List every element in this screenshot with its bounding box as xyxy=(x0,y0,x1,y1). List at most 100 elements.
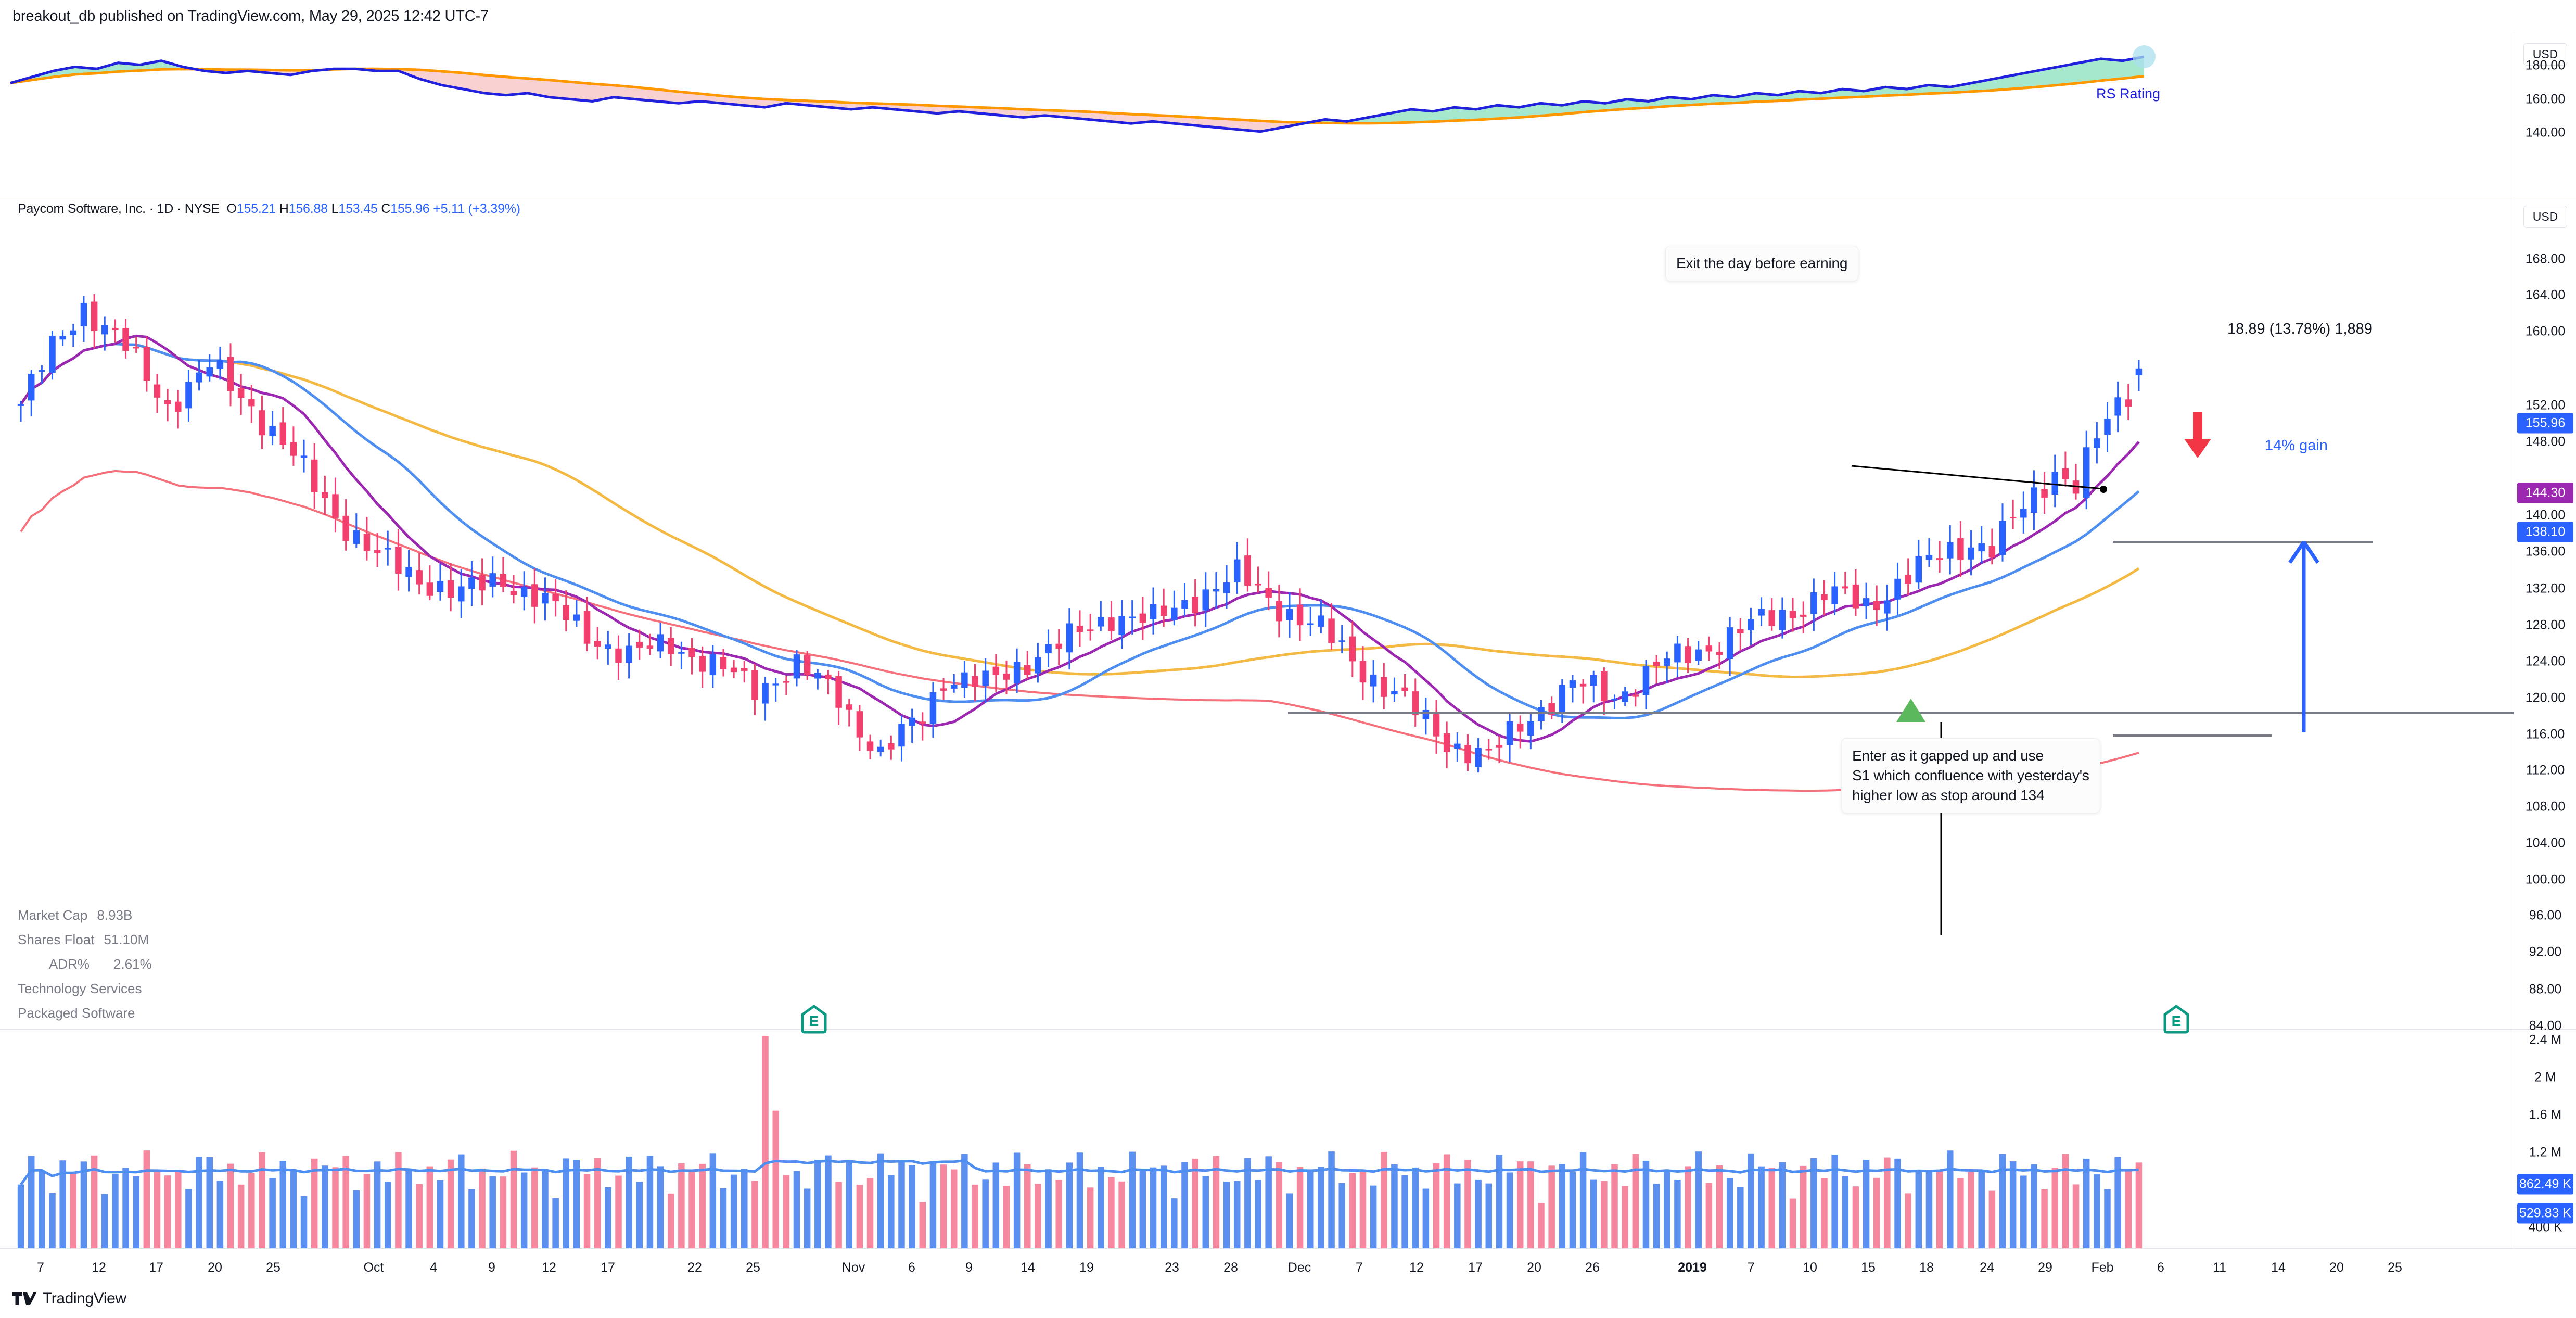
exit-annotation-callout[interactable]: Exit the day before earning xyxy=(1665,246,1859,281)
stats-key: ADR% xyxy=(49,956,90,972)
candle-body xyxy=(2125,399,2132,407)
volume-last-badge[interactable]: 529.83 K xyxy=(2517,1203,2573,1224)
volume-bar xyxy=(1852,1186,1859,1248)
main-axis-tick: 160.00 xyxy=(2525,324,2566,339)
candle-body xyxy=(898,724,905,747)
candle-body xyxy=(1338,640,1345,642)
ma-purple-badge[interactable]: 144.30 xyxy=(2517,483,2573,503)
main-axis-tick: 164.00 xyxy=(2525,287,2566,302)
volume-bar xyxy=(1035,1184,1041,1248)
candle-body xyxy=(919,721,926,724)
legend-high-label: H xyxy=(279,201,289,216)
volume-bar xyxy=(657,1166,664,1248)
entry-annotation-callout[interactable]: Enter as it gapped up and use S1 which c… xyxy=(1841,738,2100,813)
volume-bar xyxy=(2135,1162,2143,1248)
candle-body xyxy=(1076,626,1083,632)
candle-body xyxy=(542,593,549,604)
candle-body xyxy=(1381,677,1387,697)
main-price-axis[interactable]: USD 168.00 164.00 160.00 152.00 148.00 140.00… xyxy=(2514,196,2576,1033)
volume-bar xyxy=(1328,1151,1335,1248)
time-axis-tick: 7 xyxy=(1748,1260,1755,1275)
volume-bar xyxy=(1255,1180,1261,1248)
time-axis-tick: 6 xyxy=(2157,1260,2164,1275)
time-axis[interactable]: 7 12 17 20 25 Oct 4 9 12 17 22 25 Nov 6 9 14 19 23 28 Dec 7 1… xyxy=(0,1248,2576,1286)
volume-bar xyxy=(762,1036,769,1248)
time-axis-tick: 4 xyxy=(430,1260,437,1275)
candle-body xyxy=(563,605,570,620)
candle-body xyxy=(1296,604,1304,626)
legend-interval[interactable]: 1D xyxy=(157,201,174,216)
earnings-marker-icon[interactable]: E xyxy=(2163,1004,2190,1036)
candle-body xyxy=(972,676,978,687)
candle-body xyxy=(1223,582,1230,593)
legend-symbol[interactable]: Paycom Software, Inc. xyxy=(18,201,146,216)
candle-body xyxy=(269,426,276,436)
volume-bar xyxy=(395,1152,402,1248)
candle-body xyxy=(793,654,800,679)
candle-body xyxy=(1705,645,1713,652)
ma-blue-badge[interactable]: 138.10 xyxy=(2517,522,2573,542)
gain-percent-label: 14% gain xyxy=(2265,437,2328,454)
candle-body xyxy=(1328,618,1335,643)
volume-bar xyxy=(772,1110,779,1248)
candle-body xyxy=(311,459,318,492)
volume-bar xyxy=(678,1163,685,1248)
earnings-marker-icon[interactable]: E xyxy=(800,1004,827,1036)
candle-body xyxy=(1035,657,1041,674)
candle-body xyxy=(1685,646,1691,663)
main-axis-tick: 148.00 xyxy=(2525,434,2566,449)
rs-rating-plot xyxy=(10,45,2156,133)
candle-body xyxy=(1307,623,1314,625)
candle-body xyxy=(1401,687,1408,691)
volume-bar xyxy=(227,1163,234,1248)
volume-bar xyxy=(2114,1157,2121,1248)
volume-bar xyxy=(1024,1164,1031,1248)
stats-row: Shares Float 51.10M xyxy=(18,928,152,952)
candle-body xyxy=(122,328,129,351)
candle-body xyxy=(39,370,45,372)
volume-bar xyxy=(1276,1162,1283,1248)
volume-axis-tick: 1.2 M xyxy=(2529,1145,2562,1160)
volume-bar xyxy=(164,1175,171,1248)
candle-body xyxy=(741,668,748,671)
candle-body xyxy=(133,347,139,349)
candle-body xyxy=(196,372,202,383)
volume-bar xyxy=(1160,1165,1167,1248)
rs-rating-price-axis[interactable]: USD 180.00 160.00 140.00 xyxy=(2514,33,2576,196)
volume-bar xyxy=(615,1175,622,1248)
volume-bar xyxy=(2009,1161,2017,1248)
candle-body xyxy=(678,652,685,654)
volume-bar xyxy=(1485,1183,1493,1248)
volume-bar xyxy=(1443,1154,1450,1248)
time-axis-tick: 7 xyxy=(1356,1260,1363,1275)
candle-body xyxy=(2062,468,2069,479)
volume-bar xyxy=(1401,1175,1408,1248)
candle-body xyxy=(1244,555,1251,586)
volume-bar xyxy=(1538,1203,1545,1248)
candle-body xyxy=(1454,743,1461,749)
candle-body xyxy=(1664,658,1670,666)
volume-bar xyxy=(1150,1167,1157,1248)
volume-bar xyxy=(1685,1166,1691,1248)
time-axis-tick: 25 xyxy=(266,1260,280,1275)
candle-body xyxy=(835,676,842,708)
candle-body xyxy=(531,584,538,607)
volume-ma-badge[interactable]: 862.49 K xyxy=(2517,1174,2573,1195)
main-axis-tick: 104.00 xyxy=(2525,835,2566,851)
time-axis-tick: 12 xyxy=(92,1260,106,1275)
volume-bar xyxy=(573,1160,580,1248)
volume-bar xyxy=(175,1170,182,1248)
volume-bar xyxy=(1129,1151,1136,1248)
volume-bar xyxy=(2041,1189,2048,1248)
rs-axis-tick: 140.00 xyxy=(2525,125,2566,140)
candle-body xyxy=(783,681,790,683)
volume-axis[interactable]: 2.4 M2 M1.6 M1.2 M800 K400 K 862.49 K529… xyxy=(2514,1030,2576,1248)
last-price-badge[interactable]: 155.96 xyxy=(2517,413,2573,434)
volume-bar xyxy=(1139,1169,1146,1248)
candle-body xyxy=(1286,609,1293,620)
volume-bar xyxy=(730,1174,737,1248)
main-axis-tick: 88.00 xyxy=(2529,982,2562,997)
time-axis-tick: 18 xyxy=(1919,1260,1934,1275)
candle-body xyxy=(909,717,915,726)
candle-body xyxy=(636,642,643,648)
